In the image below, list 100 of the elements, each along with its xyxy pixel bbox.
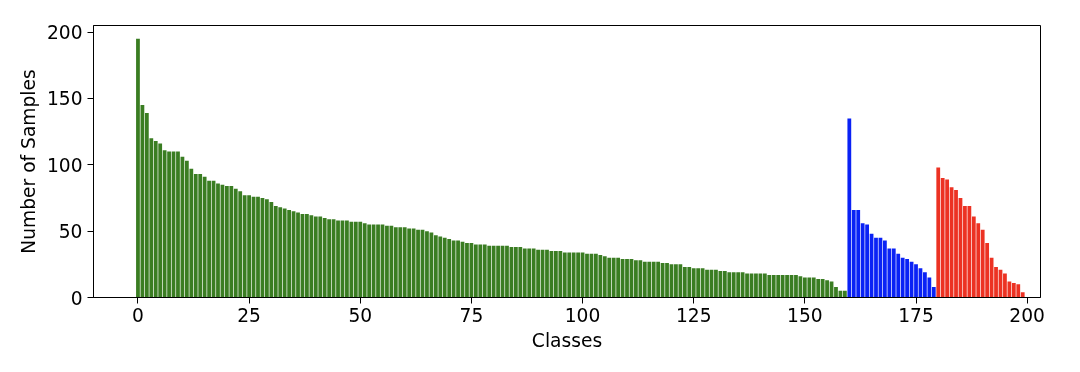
bar — [558, 251, 563, 298]
bar — [256, 196, 260, 298]
bar — [731, 272, 736, 298]
bar — [491, 245, 496, 298]
bar — [425, 231, 429, 298]
bar — [224, 186, 229, 298]
bar — [1011, 282, 1016, 298]
bar — [487, 245, 492, 298]
bar — [296, 212, 300, 298]
x-tick-label: 150 — [787, 304, 823, 326]
x-tick-label: 50 — [348, 304, 373, 326]
bar — [807, 277, 812, 298]
bar — [522, 248, 527, 298]
bar — [482, 244, 487, 298]
bar — [309, 215, 314, 298]
bar — [478, 244, 483, 298]
bar — [345, 220, 349, 298]
bar — [1003, 273, 1007, 298]
bar — [834, 286, 838, 298]
bar — [682, 266, 687, 298]
x-tick-label: 125 — [675, 304, 712, 326]
bar — [313, 216, 318, 298]
x-axis-title: Classes — [531, 329, 603, 351]
bar — [176, 151, 180, 298]
bar — [229, 186, 234, 298]
bar — [184, 160, 189, 298]
bar — [393, 227, 398, 298]
bar — [651, 261, 656, 298]
bar — [585, 253, 589, 298]
bar — [954, 190, 958, 298]
bar — [785, 274, 789, 298]
bar — [576, 252, 580, 298]
bar — [451, 240, 456, 298]
bar — [407, 228, 412, 298]
bar — [349, 221, 354, 298]
bar — [594, 253, 598, 298]
bar — [273, 205, 278, 298]
bar — [674, 264, 678, 298]
bar — [416, 229, 420, 298]
bar — [247, 195, 251, 298]
bar — [865, 224, 869, 298]
x-tick-label: 25 — [237, 304, 261, 326]
bar — [385, 225, 389, 298]
bar — [518, 247, 523, 298]
bar — [967, 205, 972, 298]
bar — [678, 264, 683, 298]
bar — [705, 269, 709, 298]
bar — [202, 176, 207, 298]
bar — [767, 274, 772, 298]
bar — [358, 221, 363, 298]
bar — [265, 199, 269, 298]
x-tick-label: 75 — [459, 304, 484, 326]
bar — [136, 38, 140, 298]
x-tick-label: 175 — [898, 304, 934, 326]
bar — [327, 219, 332, 298]
bar — [456, 240, 460, 298]
bar — [269, 201, 274, 298]
bar — [842, 290, 847, 298]
bar — [691, 268, 696, 298]
bar — [389, 225, 394, 298]
bar — [611, 257, 616, 298]
bar — [362, 223, 367, 298]
bar — [318, 216, 323, 298]
bar — [874, 237, 878, 298]
bar — [736, 272, 741, 298]
bar — [531, 248, 536, 298]
bar — [402, 227, 407, 298]
bar — [238, 191, 243, 298]
bar — [411, 228, 416, 298]
bar — [762, 273, 767, 298]
bar — [447, 239, 452, 298]
bar — [167, 151, 171, 298]
y-tick-label: 150 — [46, 88, 83, 110]
x-tick-label: 200 — [1009, 304, 1045, 326]
bar — [656, 261, 661, 298]
bar — [642, 261, 647, 298]
bar — [745, 273, 749, 298]
bar — [536, 249, 540, 298]
bar — [438, 236, 443, 298]
bar — [905, 259, 910, 298]
bar — [554, 251, 558, 298]
bar — [607, 257, 612, 298]
bar — [923, 272, 927, 298]
bar — [780, 274, 785, 298]
bar — [545, 249, 549, 298]
y-axis-title: Number of Samples — [17, 69, 39, 254]
bar — [562, 252, 567, 298]
bar — [305, 213, 309, 298]
bar — [722, 270, 727, 298]
bar — [473, 244, 478, 298]
bar — [282, 208, 287, 298]
bar — [883, 240, 887, 298]
bar — [945, 179, 950, 298]
bar — [718, 270, 723, 298]
bar — [816, 278, 821, 298]
bar — [634, 260, 638, 298]
bar — [696, 268, 701, 298]
bar — [287, 209, 292, 298]
bar — [754, 273, 758, 298]
bar — [847, 118, 852, 298]
